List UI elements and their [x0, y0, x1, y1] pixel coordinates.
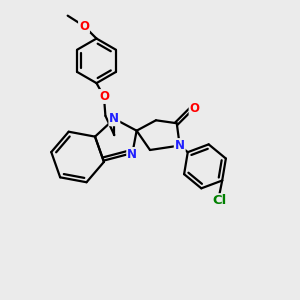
Text: O: O: [79, 20, 89, 33]
Text: O: O: [190, 102, 200, 115]
Text: N: N: [127, 148, 137, 161]
Text: O: O: [99, 90, 109, 103]
Text: N: N: [175, 139, 185, 152]
Text: N: N: [109, 112, 119, 125]
Text: Cl: Cl: [212, 194, 226, 207]
